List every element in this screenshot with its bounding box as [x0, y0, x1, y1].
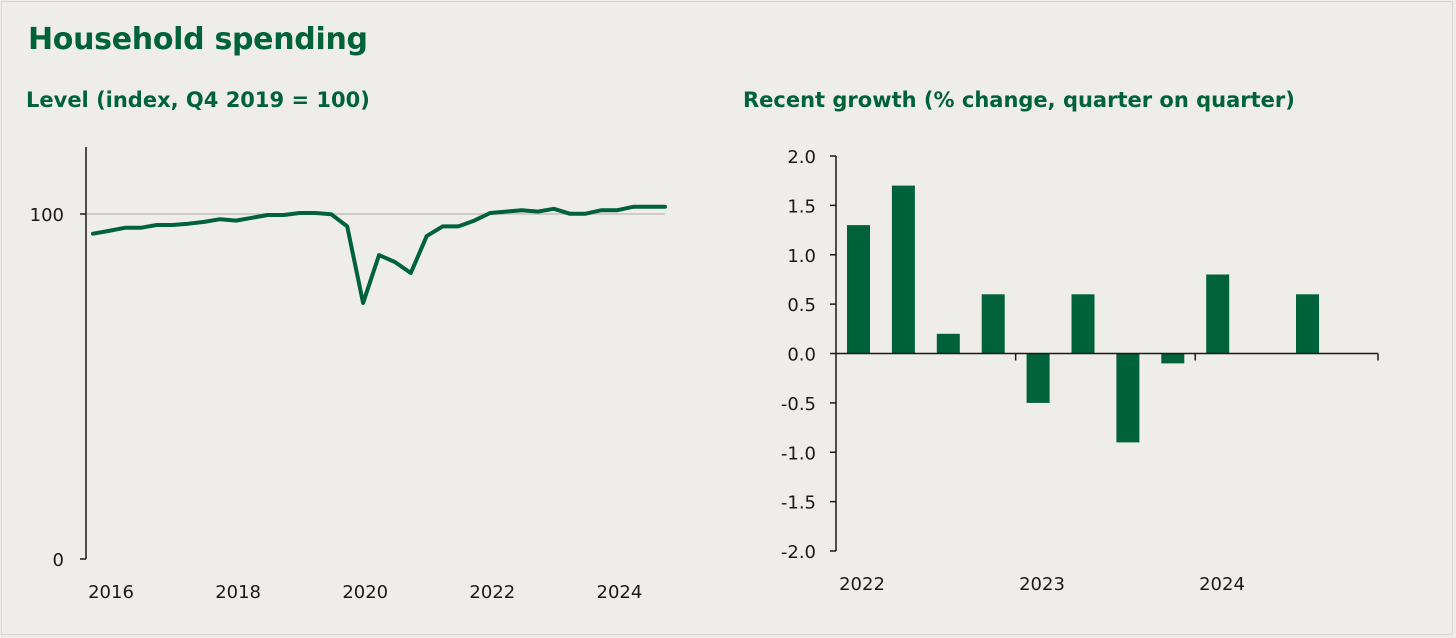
right-y-tick-label: 1.0	[787, 246, 816, 267]
growth-bar	[847, 225, 870, 354]
right-y-tick-label: 0.0	[787, 345, 816, 366]
growth-bar-chart: 2.0 1.5 1.0 0.5 0.0 -0.5 -1.0 -1.5 -2.0 2022 2023 2…	[781, 147, 1379, 595]
right-y-tick-label: -0.5	[781, 394, 816, 415]
growth-bar	[1161, 353, 1185, 364]
page-title: Household spending	[28, 22, 368, 57]
growth-bar	[891, 185, 915, 354]
growth-bar	[1071, 294, 1095, 354]
growth-bar	[936, 333, 960, 354]
right-x-tick-label: 2024	[1199, 574, 1245, 595]
left-x-tick-label: 2022	[469, 582, 515, 603]
right-y-tick-label: -2.0	[781, 542, 816, 563]
left-y-tick-label: 100	[30, 205, 64, 226]
right-y-tick-label: 1.5	[787, 196, 816, 217]
growth-bar	[1296, 294, 1319, 354]
right-y-tick-label: -1.5	[781, 493, 816, 514]
growth-bar	[1026, 353, 1050, 403]
left-x-tick-label: 2016	[88, 582, 134, 603]
right-y-tick-label: 2.0	[787, 147, 816, 168]
household-spending-line	[91, 204, 667, 305]
left-x-tick-label: 2020	[342, 582, 388, 603]
left-chart-subtitle: Level (index, Q4 2019 = 100)	[26, 88, 370, 112]
growth-bar	[1116, 353, 1140, 443]
left-x-tick-label: 2018	[215, 582, 261, 603]
right-chart-subtitle: Recent growth (% change, quarter on quar…	[743, 88, 1295, 112]
right-x-tick-label: 2023	[1019, 574, 1065, 595]
right-x-tick-label: 2022	[839, 574, 885, 595]
growth-bar	[1206, 274, 1230, 354]
growth-bar	[981, 294, 1005, 354]
left-y-tick-label: 0	[53, 550, 64, 571]
right-y-tick-label: 0.5	[787, 295, 816, 316]
level-line-chart: 0 100 2016 2018 2020 2022 2024	[30, 147, 667, 603]
right-y-tick-label: -1.0	[781, 443, 816, 464]
left-x-tick-label: 2024	[597, 582, 643, 603]
